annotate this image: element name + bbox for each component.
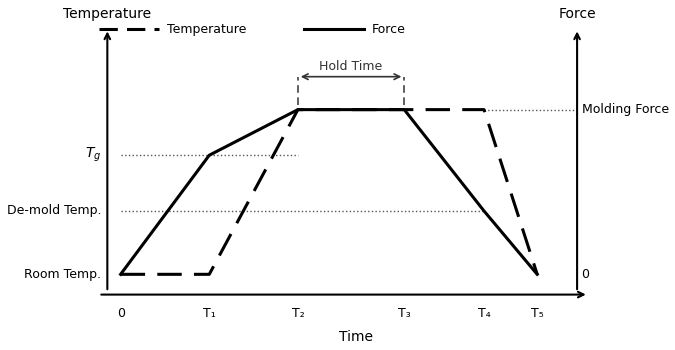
Text: Time: Time xyxy=(338,330,373,344)
Text: Hold Time: Hold Time xyxy=(319,60,383,73)
Text: Molding Force: Molding Force xyxy=(582,103,669,116)
Text: Force: Force xyxy=(558,7,596,21)
Text: T₁: T₁ xyxy=(203,307,215,320)
Text: T₂: T₂ xyxy=(292,307,304,320)
Text: 0: 0 xyxy=(582,268,589,281)
Text: Temperature: Temperature xyxy=(167,23,246,36)
Text: T₃: T₃ xyxy=(398,307,410,320)
Text: T₅: T₅ xyxy=(531,307,543,320)
Text: $T_g$: $T_g$ xyxy=(85,146,101,164)
Text: T₄: T₄ xyxy=(478,307,491,320)
Text: Force: Force xyxy=(372,23,406,36)
Text: 0: 0 xyxy=(117,307,125,320)
Text: Temperature: Temperature xyxy=(63,7,151,21)
Text: De-mold Temp.: De-mold Temp. xyxy=(7,204,101,217)
Text: Room Temp.: Room Temp. xyxy=(24,268,101,281)
